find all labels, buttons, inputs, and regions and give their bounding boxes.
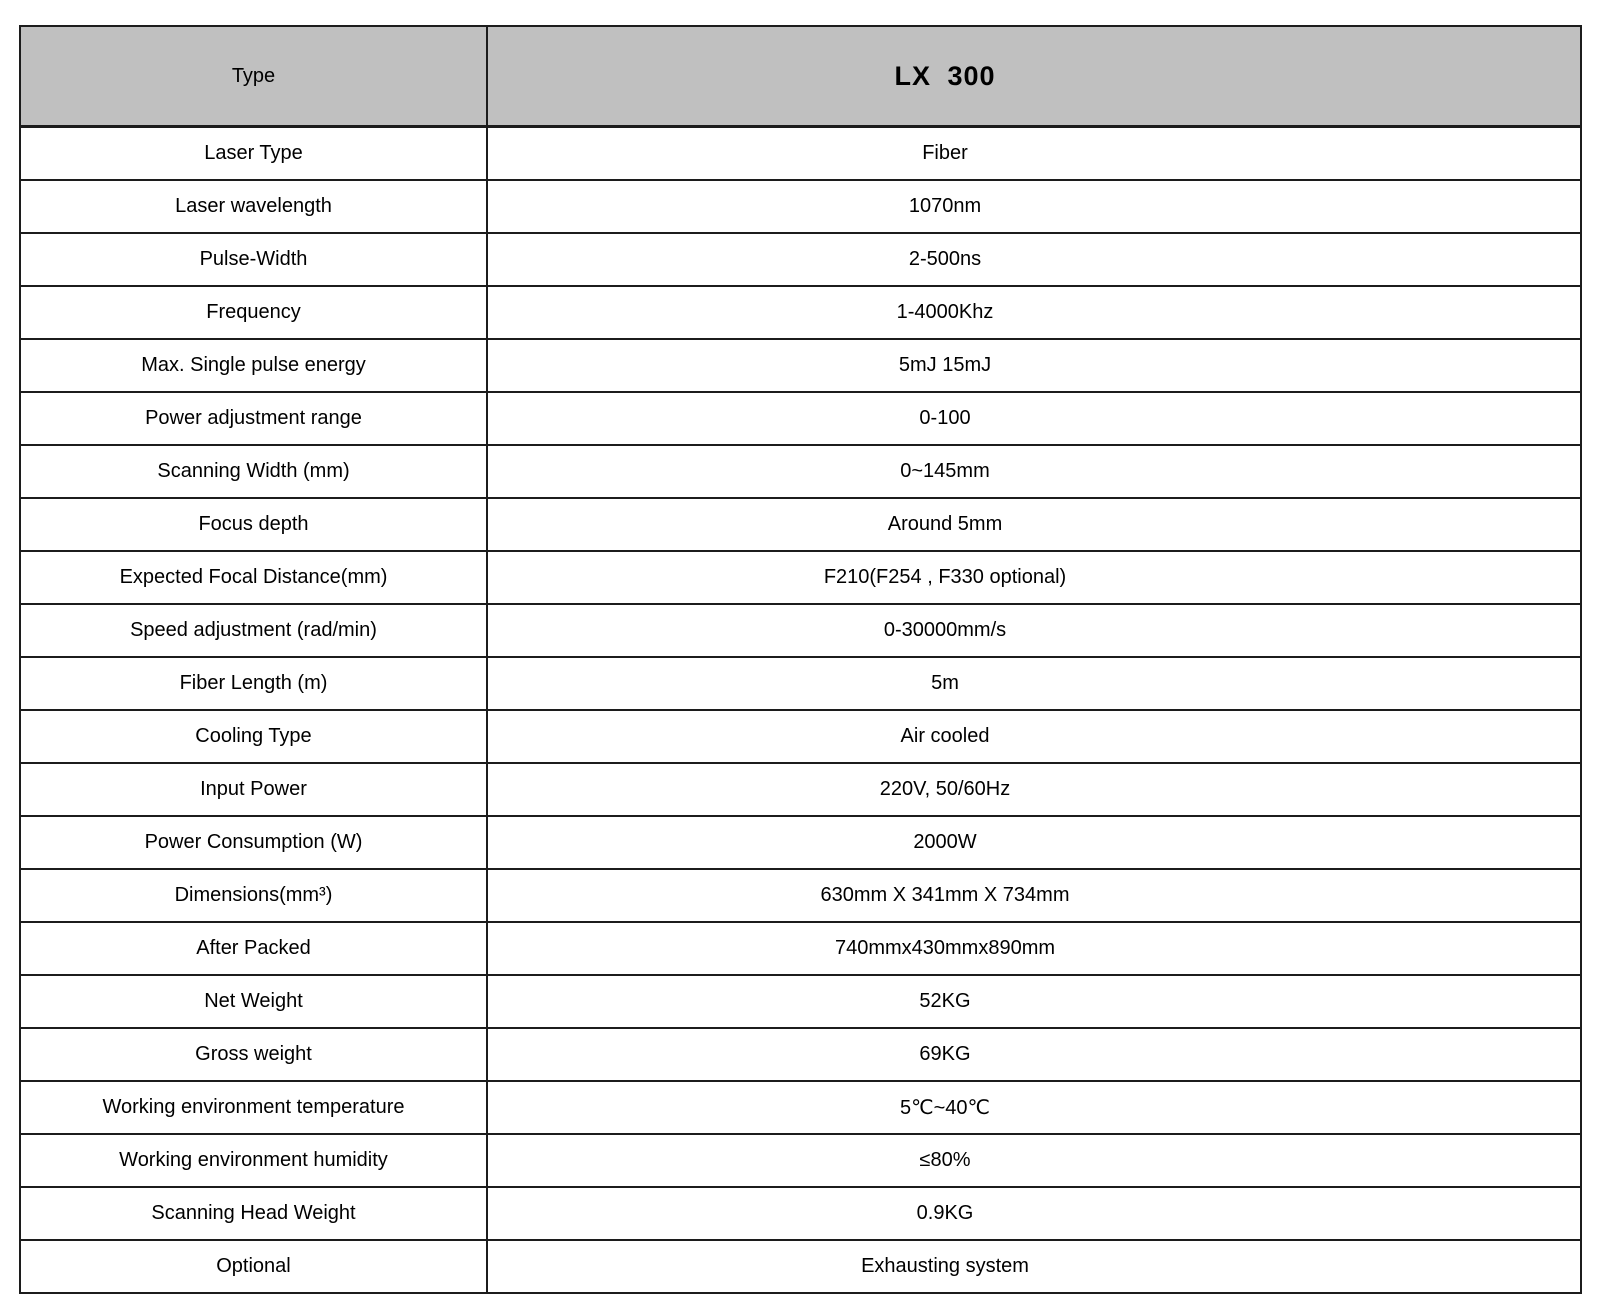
spec-label: Laser Type xyxy=(19,125,488,181)
type-header-cell: Type xyxy=(19,25,488,128)
spec-row: Optional Exhausting system xyxy=(19,1239,1582,1294)
spec-label: Power adjustment range xyxy=(19,391,488,446)
spec-value: 5m xyxy=(486,656,1582,711)
spec-label: Fiber Length (m) xyxy=(19,656,488,711)
spec-row: Working environment humidity ≤80% xyxy=(19,1133,1582,1188)
header-row: Type LX 300 xyxy=(19,25,1582,128)
spec-row: After Packed 740mmx430mmx890mm xyxy=(19,921,1582,976)
spec-row: Input Power 220V, 50/60Hz xyxy=(19,762,1582,817)
spec-value: 52KG xyxy=(486,974,1582,1029)
spec-row: Focus depth Around 5mm xyxy=(19,497,1582,552)
spec-row: Laser wavelength 1070nm xyxy=(19,179,1582,234)
spec-value: 2000W xyxy=(486,815,1582,870)
spec-row: Scanning Head Weight 0.9KG xyxy=(19,1186,1582,1241)
spec-label: Pulse-Width xyxy=(19,232,488,287)
spec-label: Max. Single pulse energy xyxy=(19,338,488,393)
spec-row: Frequency 1-4000Khz xyxy=(19,285,1582,340)
spec-value: 740mmx430mmx890mm xyxy=(486,921,1582,976)
spec-label: Cooling Type xyxy=(19,709,488,764)
spec-label: Scanning Head Weight xyxy=(19,1186,488,1241)
spec-label: Scanning Width (mm) xyxy=(19,444,488,499)
spec-row: Speed adjustment (rad/min) 0-30000mm/s xyxy=(19,603,1582,658)
model-header-cell: LX 300 xyxy=(486,25,1582,128)
spec-value: 630mm X 341mm X 734mm xyxy=(486,868,1582,923)
spec-table-body: Laser Type Fiber Laser wavelength 1070nm… xyxy=(19,125,1582,1294)
spec-label: Working environment humidity xyxy=(19,1133,488,1188)
spec-row: Power Consumption (W) 2000W xyxy=(19,815,1582,870)
spec-label: Power Consumption (W) xyxy=(19,815,488,870)
spec-row: Expected Focal Distance(mm) F210(F254 , … xyxy=(19,550,1582,605)
spec-label: After Packed xyxy=(19,921,488,976)
spec-label: Optional xyxy=(19,1239,488,1294)
spec-row: Dimensions(mm³) 630mm X 341mm X 734mm xyxy=(19,868,1582,923)
spec-value: 0-30000mm/s xyxy=(486,603,1582,658)
spec-label: Working environment temperature xyxy=(19,1080,488,1135)
spec-label: Speed adjustment (rad/min) xyxy=(19,603,488,658)
spec-value: 220V, 50/60Hz xyxy=(486,762,1582,817)
spec-value: 2-500ns xyxy=(486,232,1582,287)
spec-label: Laser wavelength xyxy=(19,179,488,234)
spec-row: Pulse-Width 2-500ns xyxy=(19,232,1582,287)
spec-value: 0~145mm xyxy=(486,444,1582,499)
spec-label: Dimensions(mm³) xyxy=(19,868,488,923)
spec-label: Frequency xyxy=(19,285,488,340)
spec-row: Laser Type Fiber xyxy=(19,125,1582,181)
spec-row: Scanning Width (mm) 0~145mm xyxy=(19,444,1582,499)
spec-row: Fiber Length (m) 5m xyxy=(19,656,1582,711)
spec-value: Exhausting system xyxy=(486,1239,1582,1294)
spec-row: Gross weight 69KG xyxy=(19,1027,1582,1082)
spec-row: Power adjustment range 0-100 xyxy=(19,391,1582,446)
spec-table: Type LX 300 Laser Type Fiber Laser wavel… xyxy=(19,25,1582,1294)
spec-label: Expected Focal Distance(mm) xyxy=(19,550,488,605)
spec-row: Cooling Type Air cooled xyxy=(19,709,1582,764)
spec-value: 5℃~40℃ xyxy=(486,1080,1582,1135)
spec-row: Max. Single pulse energy 5mJ 15mJ xyxy=(19,338,1582,393)
spec-row: Working environment temperature 5℃~40℃ xyxy=(19,1080,1582,1135)
spec-label: Input Power xyxy=(19,762,488,817)
spec-value: 0.9KG xyxy=(486,1186,1582,1241)
spec-value: Air cooled xyxy=(486,709,1582,764)
spec-value: F210(F254 , F330 optional) xyxy=(486,550,1582,605)
spec-value: 5mJ 15mJ xyxy=(486,338,1582,393)
spec-table-header: Type LX 300 xyxy=(19,25,1582,128)
spec-row: Net Weight 52KG xyxy=(19,974,1582,1029)
spec-label: Gross weight xyxy=(19,1027,488,1082)
spec-value: 0-100 xyxy=(486,391,1582,446)
spec-value: 69KG xyxy=(486,1027,1582,1082)
spec-value: Fiber xyxy=(486,125,1582,181)
spec-label: Net Weight xyxy=(19,974,488,1029)
spec-value: ≤80% xyxy=(486,1133,1582,1188)
spec-value: 1-4000Khz xyxy=(486,285,1582,340)
spec-value: Around 5mm xyxy=(486,497,1582,552)
spec-label: Focus depth xyxy=(19,497,488,552)
spec-value: 1070nm xyxy=(486,179,1582,234)
